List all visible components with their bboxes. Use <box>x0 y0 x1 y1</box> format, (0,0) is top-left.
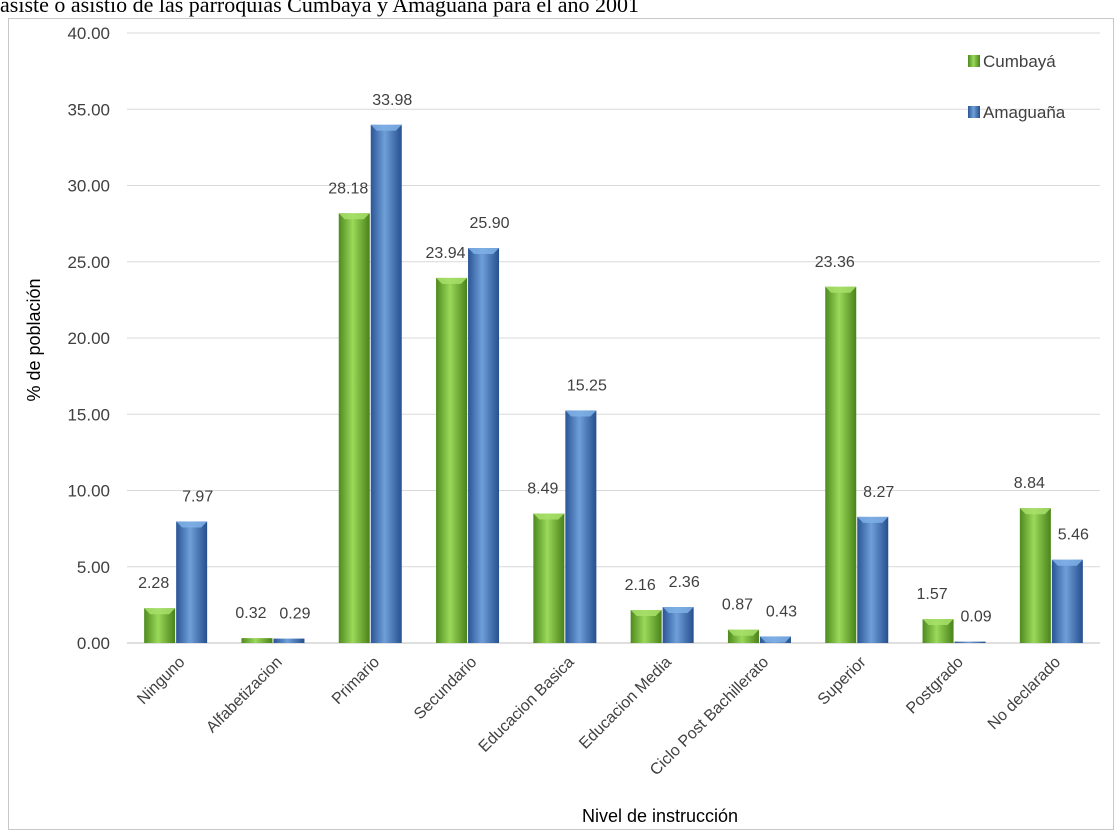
category-label-ninguno: Ninguno <box>134 654 188 708</box>
legend-label-cumbaya: Cumbayá <box>983 52 1056 71</box>
y-tick-label: 35.00 <box>67 100 110 119</box>
bar-bevel <box>436 277 468 284</box>
bar-cumbaya-no-declarado <box>1019 508 1051 643</box>
bar-amaguana-alfabetizacion <box>273 638 305 643</box>
x-axis-title: Nivel de instrucción <box>582 806 738 826</box>
bar-amaguana-no-declarado <box>1051 559 1083 643</box>
category-labels: Ninguno Alfabetizacion Primario SecundarioE… <box>134 653 1064 779</box>
data-label-cumbaya-educacion-basica: 8.49 <box>527 481 558 498</box>
category-label-no-declarado: No declarado <box>985 654 1064 733</box>
bar-bevel <box>144 608 176 615</box>
category-label-educacion-media: Educacion Media <box>576 654 675 753</box>
y-axis-ticks: 0.00 5.00 10.00 15.00 20.00 25.00 30.00 35.00 40… <box>67 24 110 653</box>
bar-amaguana-secundario <box>468 248 500 643</box>
bar-bevel <box>630 610 662 617</box>
category-label-alfabetizacion: Alfabetizacion <box>203 654 285 736</box>
y-tick-label: 0.00 <box>77 634 110 653</box>
bar-cumbaya-primario <box>338 213 370 643</box>
bar-cumbaya-secundario <box>436 277 468 643</box>
category-label-primario: Primario <box>329 654 383 708</box>
legend-label-amaguana: Amaguaña <box>983 103 1066 122</box>
data-label-cumbaya-superior: 23.36 <box>815 254 855 271</box>
bar-cumbaya-educacion-basica <box>533 513 565 643</box>
legend-swatch-cumbaya <box>968 55 980 67</box>
y-tick-label: 30.00 <box>67 177 110 196</box>
data-label-cumbaya-secundario: 23.94 <box>426 245 466 262</box>
data-label-amaguana-educacion-basica: 15.25 <box>567 377 607 394</box>
y-tick-label: 40.00 <box>67 24 110 43</box>
bar-bevel <box>759 636 791 643</box>
data-label-cumbaya-postgrado: 1.57 <box>916 586 947 603</box>
figure-caption: asiste o asistió de las parroquias Cumba… <box>0 0 640 17</box>
data-label-amaguana-alfabetizacion: 0.29 <box>279 606 310 623</box>
data-label-amaguana-secundario: 25.90 <box>470 215 510 232</box>
data-label-amaguana-postgrado: 0.09 <box>960 609 991 626</box>
data-label-cumbaya-educacion-media: 2.16 <box>625 577 656 594</box>
category-label-postgrado: Postgrado <box>903 654 967 718</box>
category-label-secundario: Secundario <box>411 654 480 723</box>
data-label-cumbaya-primario: 28.18 <box>328 180 368 197</box>
data-label-amaguana-primario: 33.98 <box>372 92 412 109</box>
bar-bevel <box>662 607 694 614</box>
bar-bevel <box>533 513 565 520</box>
category-label-educacion-basica: Educacion Basica <box>476 654 578 756</box>
bar-bevel <box>825 286 857 293</box>
data-label-cumbaya-ciclo-post-bachillerato: 0.87 <box>722 597 753 614</box>
bar-amaguana-primario <box>370 124 402 644</box>
bar-bevel <box>857 516 889 523</box>
gridlines <box>127 32 1100 644</box>
bar-bevel <box>1019 508 1051 515</box>
bar-bevel <box>176 521 208 528</box>
bars <box>144 124 1083 644</box>
bar-amaguana-superior <box>857 516 889 643</box>
bar-bevel <box>338 213 370 220</box>
bar-bevel <box>922 619 954 626</box>
category-label-superior: Superior <box>815 653 870 708</box>
bar-bevel <box>468 248 500 255</box>
bar-bevel <box>370 124 402 131</box>
bar-amaguana-educacion-basica <box>565 410 597 643</box>
bar-cumbaya-alfabetizacion <box>241 638 273 643</box>
y-tick-label: 15.00 <box>67 405 110 424</box>
bar-bevel <box>727 629 759 636</box>
bar-cumbaya-superior <box>825 286 857 643</box>
data-label-amaguana-ciclo-post-bachillerato: 0.43 <box>766 603 797 620</box>
y-tick-label: 25.00 <box>67 253 110 272</box>
bar-bevel <box>1051 559 1083 566</box>
data-label-amaguana-superior: 8.27 <box>863 484 894 501</box>
y-tick-label: 10.00 <box>67 482 110 501</box>
y-tick-label: 20.00 <box>67 329 110 348</box>
data-label-amaguana-educacion-media: 2.36 <box>669 574 700 591</box>
legend: Cumbayá Amaguaña <box>968 52 1066 122</box>
data-label-cumbaya-ninguno: 2.28 <box>138 575 169 592</box>
bar-bevel <box>565 410 597 417</box>
bar-amaguana-postgrado <box>954 641 986 643</box>
legend-swatch-amaguana <box>968 106 980 118</box>
data-label-cumbaya-no-declarado: 8.84 <box>1014 475 1045 492</box>
data-label-amaguana-no-declarado: 5.46 <box>1058 527 1089 544</box>
y-axis-title: % de población <box>24 278 44 401</box>
y-tick-label: 5.00 <box>77 558 110 577</box>
data-label-amaguana-ninguno: 7.97 <box>182 488 213 505</box>
bar-amaguana-ninguno <box>176 521 208 643</box>
chart-frame <box>8 18 1114 830</box>
data-label-cumbaya-alfabetizacion: 0.32 <box>235 605 266 622</box>
